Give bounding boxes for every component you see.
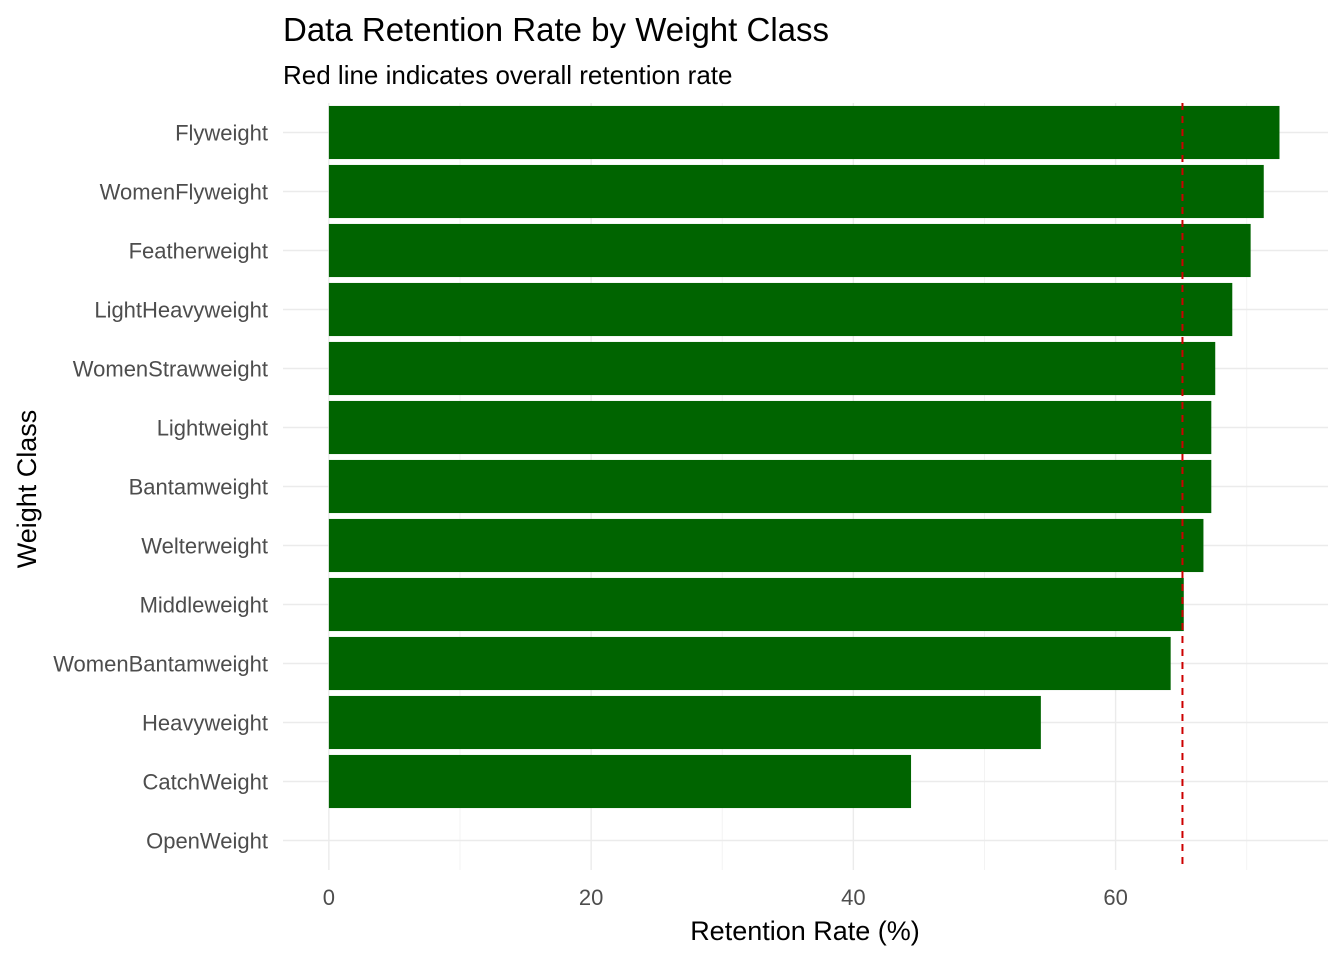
bar-flyweight bbox=[328, 105, 1280, 160]
y-tick-label: Welterweight bbox=[141, 534, 268, 559]
x-tick-label: 40 bbox=[841, 885, 865, 910]
x-tick-labels: 0 20 40 60 bbox=[323, 885, 1128, 910]
bar-bantamweight bbox=[328, 459, 1212, 514]
y-tick-label: WomenFlyweight bbox=[100, 180, 268, 205]
y-tick-label: LightHeavyweight bbox=[94, 298, 268, 323]
bar-heavyweight bbox=[328, 695, 1041, 750]
bar-middleweight bbox=[328, 577, 1184, 632]
y-axis-title: Weight Class bbox=[12, 410, 42, 569]
bars bbox=[328, 105, 1280, 809]
bar-womenstrawweight bbox=[328, 341, 1216, 396]
x-tick-label: 0 bbox=[323, 885, 335, 910]
y-tick-label: Heavyweight bbox=[142, 711, 268, 736]
y-tick-label: WomenBantamweight bbox=[53, 652, 268, 677]
chart-subtitle: Red line indicates overall retention rat… bbox=[283, 60, 732, 90]
bar-womenflyweight bbox=[328, 164, 1264, 219]
bar-featherweight bbox=[328, 223, 1251, 278]
y-tick-labels: Flyweight WomenFlyweight Featherweight Ligh… bbox=[53, 121, 268, 854]
bar-womenbantamweight bbox=[328, 636, 1171, 691]
y-tick-label: Featherweight bbox=[129, 239, 268, 264]
bar-lightheavyweight bbox=[328, 282, 1233, 337]
y-tick-label: OpenWeight bbox=[146, 829, 268, 854]
x-tick-label: 60 bbox=[1103, 885, 1127, 910]
y-tick-label: CatchWeight bbox=[142, 770, 268, 795]
y-tick-label: Bantamweight bbox=[129, 475, 268, 500]
y-tick-label: Middleweight bbox=[140, 593, 268, 618]
bar-lightweight bbox=[328, 400, 1212, 455]
y-tick-label: WomenStrawweight bbox=[73, 357, 268, 382]
bar-welterweight bbox=[328, 518, 1204, 573]
bar-catchweight bbox=[328, 754, 912, 809]
x-axis-title: Retention Rate (%) bbox=[690, 916, 920, 946]
x-tick-label: 20 bbox=[579, 885, 603, 910]
chart-title: Data Retention Rate by Weight Class bbox=[283, 11, 829, 48]
y-tick-label: Flyweight bbox=[175, 121, 268, 146]
y-tick-label: Lightweight bbox=[157, 416, 268, 441]
